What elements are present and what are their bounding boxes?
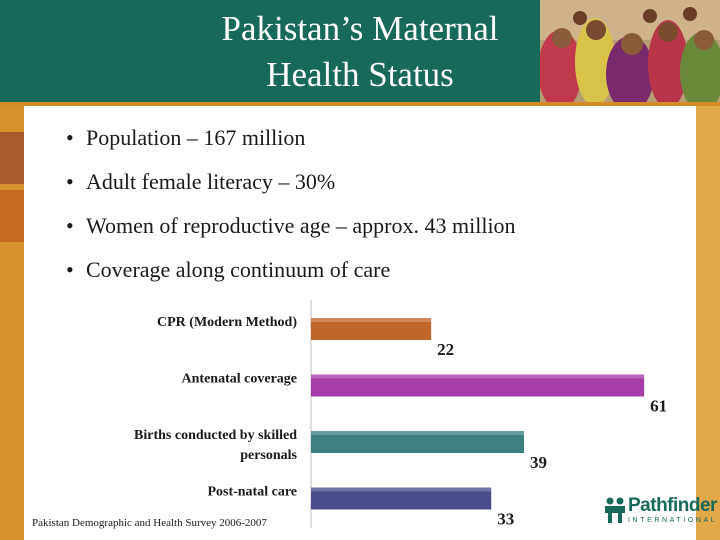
bullet-item: • Women of reproductive age – approx. 43 … <box>66 204 686 248</box>
chart-value-label: 33 <box>497 510 514 529</box>
left-decor-rail <box>0 106 24 540</box>
chart-value-label: 39 <box>530 453 547 472</box>
logo-subtitle: INTERNATIONAL <box>628 517 718 524</box>
right-decor-rail <box>696 106 720 540</box>
header-divider <box>0 102 720 106</box>
chart-bar-highlight <box>311 318 432 322</box>
chart-category-label: Antenatal coverage <box>182 372 297 387</box>
chart-bar-highlight <box>311 431 524 435</box>
chart-category-label: Post-natal care <box>207 485 297 500</box>
pathfinder-people-logo-icon <box>605 497 625 523</box>
chart-category-label: Births conducted by skilled <box>134 428 297 443</box>
bullet-text: Population – 167 million <box>86 125 306 150</box>
chart-category-label: CPR (Modern Method) <box>157 315 297 330</box>
chart-bar <box>311 431 524 453</box>
bullet-dot: • <box>66 257 74 282</box>
chart-value-label: 61 <box>650 397 667 416</box>
bullet-text: Coverage along continuum of care <box>86 257 391 282</box>
bullet-dot: • <box>66 125 74 150</box>
bullet-text: Women of reproductive age – approx. 43 m… <box>86 213 516 238</box>
chart-bar <box>311 374 645 397</box>
header-photo <box>540 0 720 102</box>
bullet-item: • Coverage along continuum of care <box>66 248 686 292</box>
chart-value-label: 22 <box>437 340 454 359</box>
left-rail-block <box>0 190 24 242</box>
bullet-item: • Adult female literacy – 30% <box>66 160 686 204</box>
bullet-dot: • <box>66 213 74 238</box>
chart-bar <box>311 487 492 510</box>
chart-bar-highlight <box>311 374 645 379</box>
chart-category-label: personals <box>240 448 297 463</box>
chart-bar-highlight <box>311 487 492 492</box>
title-line-2: Health Status <box>266 55 454 94</box>
slide-title: Pakistan’s Maternal Health Status <box>160 6 560 98</box>
chart-bar <box>311 318 432 340</box>
source-note: Pakistan Demographic and Health Survey 2… <box>32 517 267 529</box>
bullet-text: Adult female literacy – 30% <box>86 169 336 194</box>
pathfinder-logo: Pathfinder INTERNATIONAL <box>604 495 718 530</box>
bullet-dot: • <box>66 169 74 194</box>
bullet-item: • Population – 167 million <box>66 116 686 160</box>
title-line-1: Pakistan’s Maternal <box>221 9 499 48</box>
bullet-list: • Population – 167 million • Adult female … <box>66 116 686 292</box>
left-rail-block <box>0 132 24 184</box>
logo-wordmark: Pathfinder <box>628 495 717 516</box>
